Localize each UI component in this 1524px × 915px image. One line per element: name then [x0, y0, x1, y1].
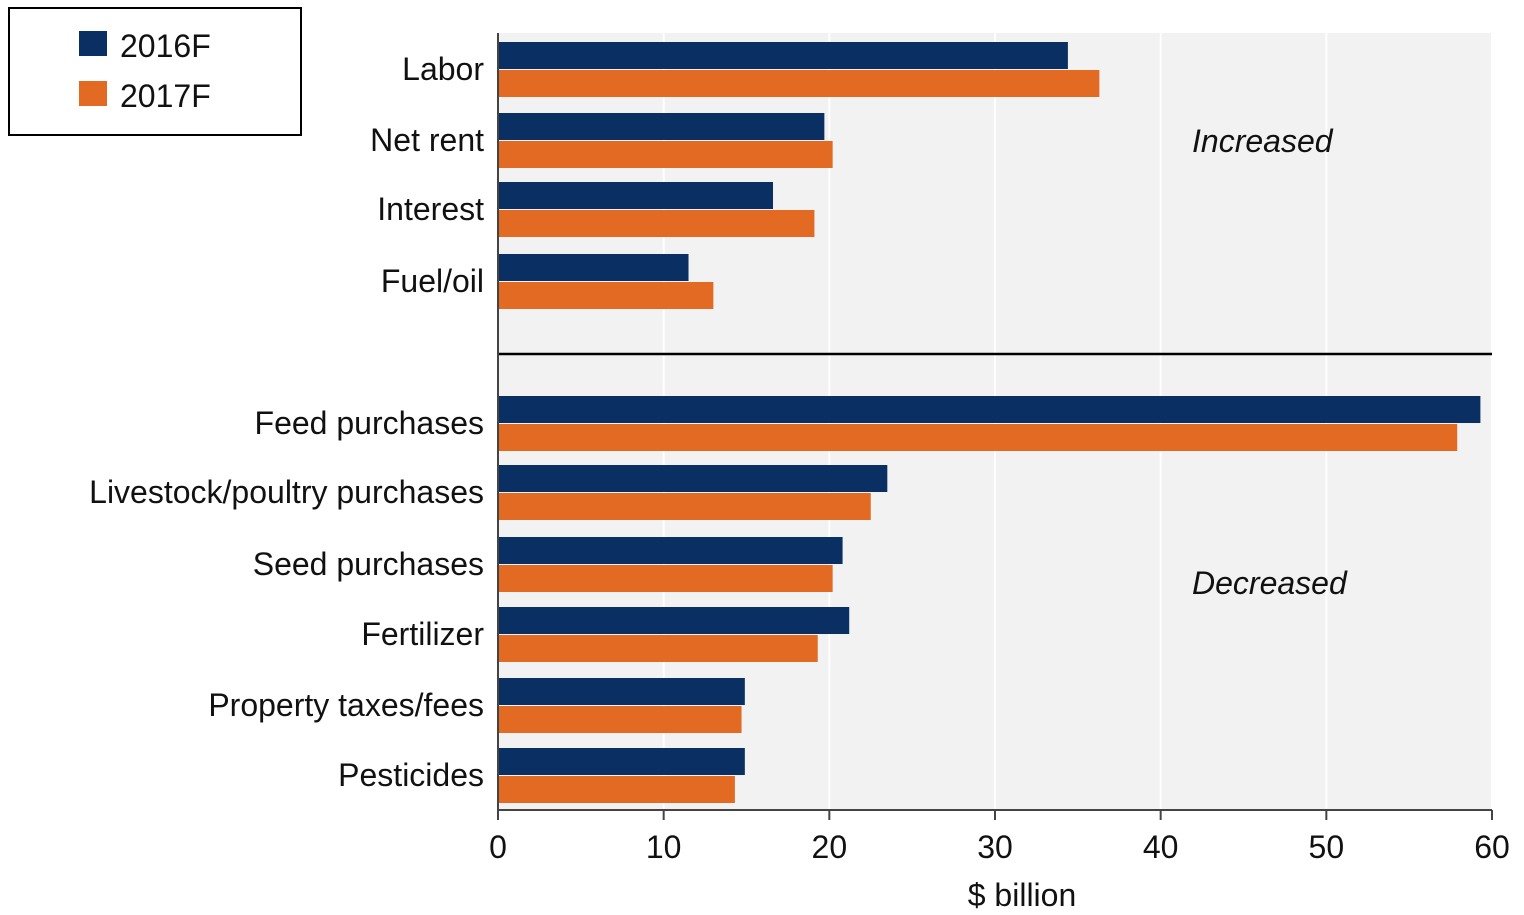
x-tick-label: 10 [646, 829, 682, 865]
group-label-increased: Increased [1192, 123, 1334, 159]
bar-2016f-labor [498, 42, 1068, 69]
bar-2016f-livestock-poultry-purchases [498, 465, 888, 492]
x-axis-title: $ billion [968, 877, 1077, 913]
legend-swatch [79, 31, 107, 56]
bar-2017f-feed-purchases [498, 424, 1458, 451]
bar-2016f-fertilizer [498, 607, 850, 634]
category-label: Property taxes/fees [208, 687, 484, 723]
bar-2017f-property-taxes-fees [498, 706, 742, 733]
category-label: Livestock/poultry purchases [89, 474, 484, 510]
bar-2016f-seed-purchases [498, 537, 843, 564]
bars [498, 42, 1481, 803]
bar-2017f-seed-purchases [498, 565, 833, 592]
x-tick-label: 30 [977, 829, 1013, 865]
bar-2017f-pesticides [498, 776, 735, 803]
category-labels: Labor Net rent Interest Fuel/oil Feed purcha… [89, 51, 484, 793]
category-label: Pesticides [338, 757, 484, 793]
x-tick-label: 50 [1309, 829, 1345, 865]
category-label: Labor [402, 51, 484, 87]
bar-2017f-livestock-poultry-purchases [498, 493, 871, 520]
bar-2016f-pesticides [498, 748, 745, 775]
bar-2016f-property-taxes-fees [498, 678, 745, 705]
x-tick-label: 0 [489, 829, 507, 865]
bar-2017f-interest [498, 210, 815, 237]
legend-box [8, 7, 302, 136]
bar-2016f-fuel-oil [498, 254, 689, 281]
bar-2017f-fuel-oil [498, 282, 714, 309]
category-label: Interest [377, 191, 484, 227]
category-label: Seed purchases [253, 546, 484, 582]
group-label-decreased: Decreased [1192, 565, 1348, 601]
bar-2016f-interest [498, 182, 774, 209]
legend: 2016F 2017F [8, 7, 302, 136]
x-tick-label: 20 [812, 829, 848, 865]
legend-swatch [79, 81, 107, 106]
category-label: Fertilizer [361, 616, 484, 652]
x-tick-label: 40 [1143, 829, 1179, 865]
category-label: Feed purchases [255, 405, 484, 441]
bar-2017f-labor [498, 70, 1100, 97]
category-label: Net rent [370, 122, 484, 158]
bar-2016f-net-rent [498, 113, 825, 140]
group-labels: Increased Decreased [1192, 123, 1348, 601]
x-ticks: 0 10 20 30 40 50 60 [489, 810, 1510, 865]
legend-label: 2017F [120, 78, 211, 114]
x-tick-label: 60 [1474, 829, 1510, 865]
bar-2017f-fertilizer [498, 635, 818, 662]
bar-2016f-feed-purchases [498, 396, 1481, 423]
category-label: Fuel/oil [381, 263, 484, 299]
bar-2017f-net-rent [498, 141, 833, 168]
legend-label: 2016F [120, 28, 211, 64]
